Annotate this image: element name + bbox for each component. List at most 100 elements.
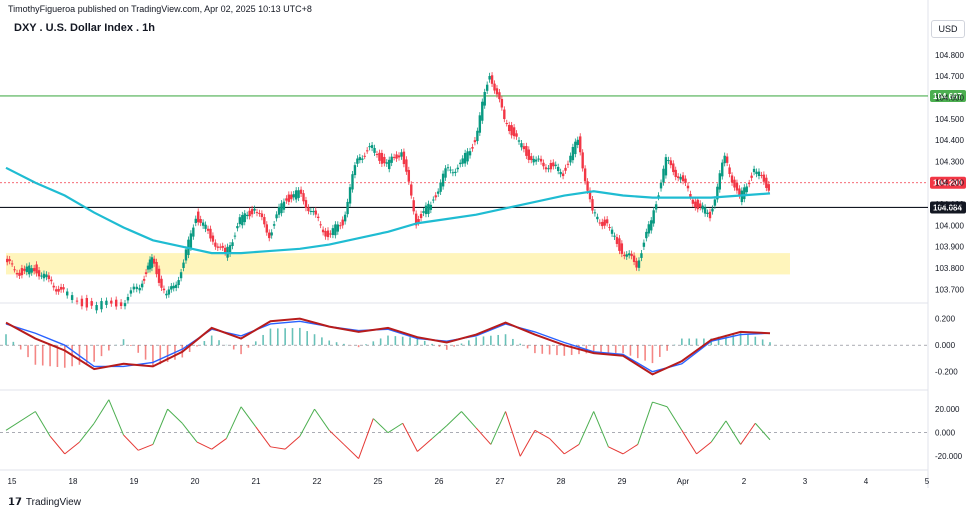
candle-body [135,286,138,290]
candle-body [439,182,442,192]
candle-body [241,215,244,226]
macd-histogram-bar [541,345,544,354]
currency-button[interactable]: USD [931,20,965,38]
candle-body [640,253,643,258]
price-tick-label: 104.000 [935,221,964,230]
macd-histogram-bar [475,337,477,346]
candle-body [627,253,631,256]
macd-histogram-bar [218,340,220,346]
macd-histogram-bar [747,333,749,346]
candle-body [559,171,562,175]
candle-body [312,211,315,213]
price-axis: 104.800 104.700 104.600 104.500 104.400 104.3… [935,51,964,295]
candle-body [561,173,565,177]
macd-histogram-bar [387,335,389,346]
macd-histogram-bar [401,336,404,346]
oscillator-segment [461,411,477,429]
price-tick-label: 104.400 [935,136,964,145]
macd-histogram-bar [769,342,771,346]
macd-histogram-bar [431,343,433,346]
candle-body [618,238,621,251]
candle-body [642,242,646,247]
candle-body [341,219,344,226]
macd-histogram-bar [504,334,507,346]
macd-histogram-bar [607,345,610,353]
macd-histogram-bar [5,334,7,346]
candle-body [566,163,570,165]
candle-body [348,187,352,204]
candle-body [277,206,281,215]
oscillator-segment [637,401,653,445]
oscillator-segment [49,435,66,455]
candle-body [152,258,156,264]
candle-body [730,175,734,183]
candle-body [358,157,362,161]
candle-body [192,227,195,237]
oscillator-segment [211,438,227,450]
candle-body [142,278,146,281]
price-tick-label: 104.300 [935,157,964,166]
macd-histogram-bar [328,340,331,346]
candle-body [520,143,523,148]
price-level-badge [930,89,966,102]
candle-body [10,263,14,265]
macd-histogram-bar [93,345,95,362]
macd-histogram-bar [548,345,551,355]
candle-body [285,198,288,201]
macd-histogram-bar [166,345,169,362]
candle-body [228,245,232,254]
candle-body [189,233,193,248]
candle-body [654,204,658,210]
candle-body [47,275,51,280]
candle-body [755,171,758,175]
price-tick-label: 104.100 [935,200,964,209]
candle-body [686,185,690,189]
candle-body [309,210,313,212]
candle-body [510,125,513,136]
candle-body [57,288,60,292]
candle-body [75,300,79,302]
candle-body [696,199,699,210]
oscillator-tick-label: 20.000 [935,405,960,414]
macd-histogram-bar [490,335,492,346]
macd-tick-label: 0.000 [935,341,956,350]
candle-body [373,147,376,153]
candle-body [317,216,320,219]
time-tick-label: 26 [435,477,444,486]
candle-body [297,190,300,198]
candle-body [476,130,479,142]
candle-body [681,175,685,182]
candle-body [243,213,246,223]
time-tick-label: 2 [742,477,747,486]
candles [6,72,770,314]
candle-body [436,191,440,194]
candle-body [598,222,602,224]
candle-body [392,156,396,158]
candle-body [461,158,464,164]
candle-body [417,219,420,223]
candle-body [206,228,210,231]
candle-body [664,157,668,176]
candle-body [155,261,158,275]
candle-body [483,92,486,106]
candle-body [605,219,609,224]
candle-body [632,255,636,262]
candle-body [449,169,452,171]
macd-histogram-bar [372,341,375,346]
candle-body [294,190,298,200]
candle-body [50,279,53,282]
oscillator-segment [549,438,565,455]
candle-body [718,173,722,190]
macd-histogram-bar [556,345,558,356]
candle-body [307,207,310,212]
candle-body [743,187,746,200]
candle-body [672,163,675,173]
candle-body [728,167,731,174]
chart-canvas[interactable]: 104.607 104.200 104.084 0.200 0.000 -0.200 2… [0,0,975,490]
oscillator-segment [725,420,742,445]
time-tick-label: 18 [69,477,78,486]
candle-body [356,158,359,164]
oscillator-segment [343,444,359,459]
candle-body [534,159,538,162]
macd-histogram-bar [299,327,301,346]
